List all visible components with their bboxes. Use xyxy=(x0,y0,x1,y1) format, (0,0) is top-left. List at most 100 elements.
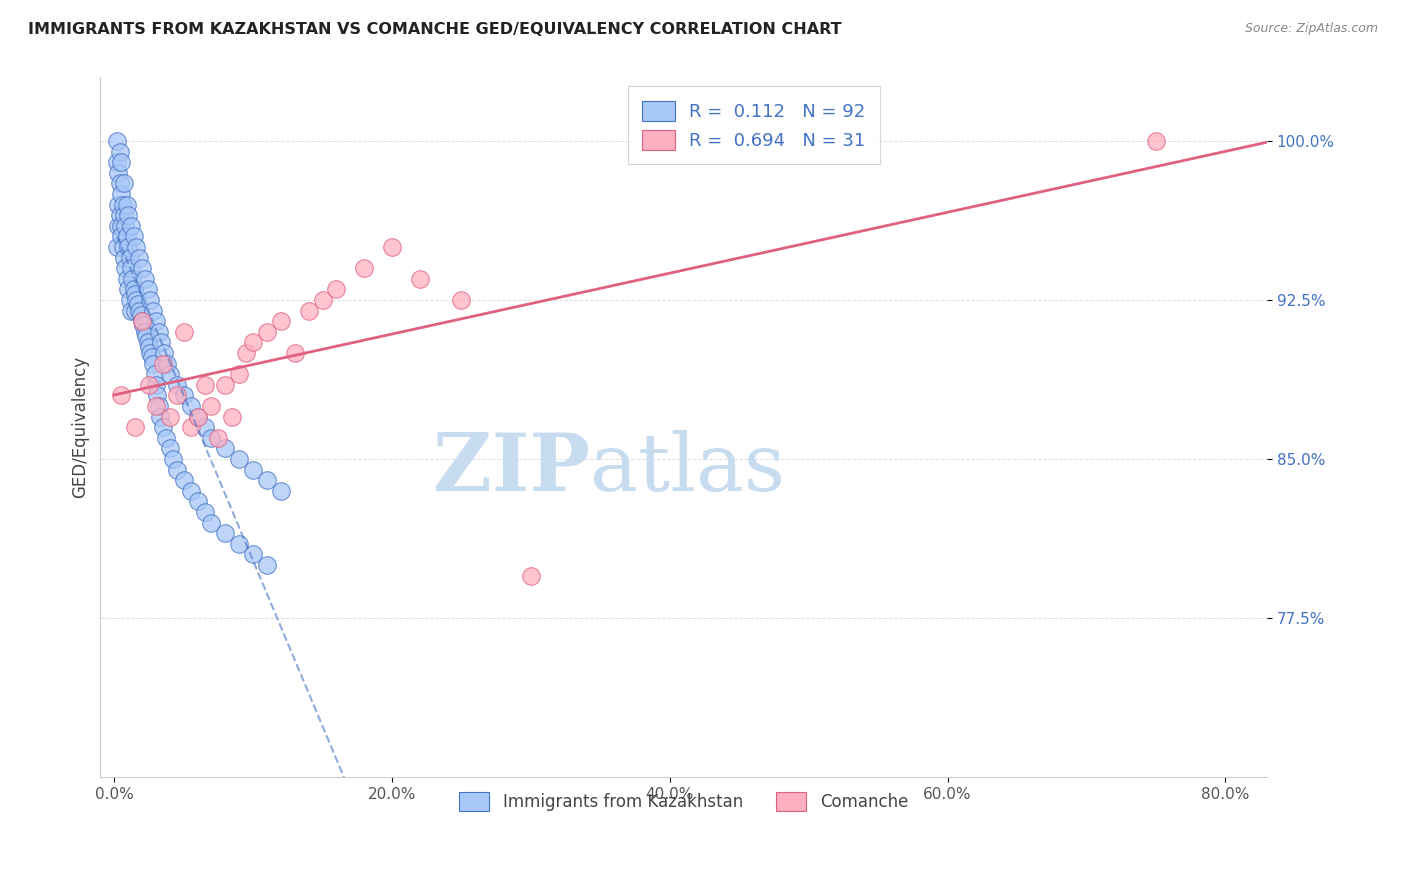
Point xyxy=(166,388,188,402)
Point xyxy=(152,420,174,434)
Point xyxy=(131,261,153,276)
Text: Source: ZipAtlas.com: Source: ZipAtlas.com xyxy=(1244,22,1378,36)
Point xyxy=(125,240,148,254)
Point xyxy=(138,377,160,392)
Point xyxy=(111,197,134,211)
Text: ZIP: ZIP xyxy=(433,430,591,508)
Point xyxy=(193,377,215,392)
Point xyxy=(159,367,181,381)
Point xyxy=(200,516,222,530)
Point xyxy=(180,483,202,498)
Point xyxy=(110,388,132,402)
Point xyxy=(187,494,209,508)
Point xyxy=(153,346,176,360)
Point xyxy=(270,483,292,498)
Point xyxy=(136,335,159,350)
Point xyxy=(409,272,432,286)
Point xyxy=(131,314,153,328)
Point xyxy=(122,229,145,244)
Point xyxy=(325,282,347,296)
Point xyxy=(120,261,142,276)
Legend: Immigrants from Kazakhstan, Comanche: Immigrants from Kazakhstan, Comanche xyxy=(446,779,921,824)
Point xyxy=(298,303,321,318)
Point xyxy=(107,219,129,233)
Point xyxy=(193,420,215,434)
Point xyxy=(138,340,160,354)
Point xyxy=(173,325,195,339)
Point xyxy=(270,314,292,328)
Point xyxy=(129,308,152,322)
Point xyxy=(108,177,131,191)
Point xyxy=(214,442,236,456)
Point xyxy=(256,558,278,572)
Point xyxy=(115,229,138,244)
Point xyxy=(242,335,264,350)
Point xyxy=(117,240,139,254)
Point xyxy=(105,155,128,169)
Point xyxy=(114,261,136,276)
Point xyxy=(117,208,139,222)
Point xyxy=(143,367,166,381)
Point xyxy=(173,473,195,487)
Text: atlas: atlas xyxy=(591,430,786,508)
Point xyxy=(115,197,138,211)
Point xyxy=(125,293,148,307)
Point xyxy=(242,462,264,476)
Point xyxy=(122,282,145,296)
Point xyxy=(256,473,278,487)
Point xyxy=(108,145,131,159)
Point xyxy=(520,568,543,582)
Point xyxy=(242,547,264,561)
Point xyxy=(200,431,222,445)
Point xyxy=(381,240,404,254)
Point xyxy=(124,420,146,434)
Point xyxy=(162,452,184,467)
Point xyxy=(145,377,167,392)
Point xyxy=(235,346,257,360)
Point xyxy=(127,297,149,311)
Point xyxy=(124,286,146,301)
Point xyxy=(180,420,202,434)
Point xyxy=(159,442,181,456)
Point xyxy=(118,251,141,265)
Point xyxy=(121,272,143,286)
Point xyxy=(124,303,146,318)
Point xyxy=(193,505,215,519)
Point xyxy=(131,314,153,328)
Point xyxy=(284,346,307,360)
Point xyxy=(110,155,132,169)
Point xyxy=(135,329,157,343)
Point xyxy=(166,462,188,476)
Text: IMMIGRANTS FROM KAZAKHSTAN VS COMANCHE GED/EQUIVALENCY CORRELATION CHART: IMMIGRANTS FROM KAZAKHSTAN VS COMANCHE G… xyxy=(28,22,842,37)
Point xyxy=(149,409,172,424)
Point xyxy=(128,303,150,318)
Point xyxy=(118,293,141,307)
Point xyxy=(353,261,375,276)
Point xyxy=(105,240,128,254)
Point xyxy=(146,388,169,402)
Point xyxy=(156,357,179,371)
Point xyxy=(1144,134,1167,148)
Point xyxy=(148,325,170,339)
Point xyxy=(148,399,170,413)
Y-axis label: GED/Equivalency: GED/Equivalency xyxy=(72,356,89,499)
Point xyxy=(311,293,333,307)
Point xyxy=(142,303,165,318)
Point xyxy=(107,166,129,180)
Point xyxy=(120,303,142,318)
Point xyxy=(108,208,131,222)
Point xyxy=(134,325,156,339)
Point xyxy=(117,282,139,296)
Point xyxy=(155,431,177,445)
Point xyxy=(136,282,159,296)
Point xyxy=(110,229,132,244)
Point xyxy=(145,314,167,328)
Point xyxy=(187,409,209,424)
Point xyxy=(145,399,167,413)
Point xyxy=(207,431,229,445)
Point xyxy=(228,537,250,551)
Point xyxy=(214,377,236,392)
Point xyxy=(120,219,142,233)
Point xyxy=(112,177,135,191)
Point xyxy=(256,325,278,339)
